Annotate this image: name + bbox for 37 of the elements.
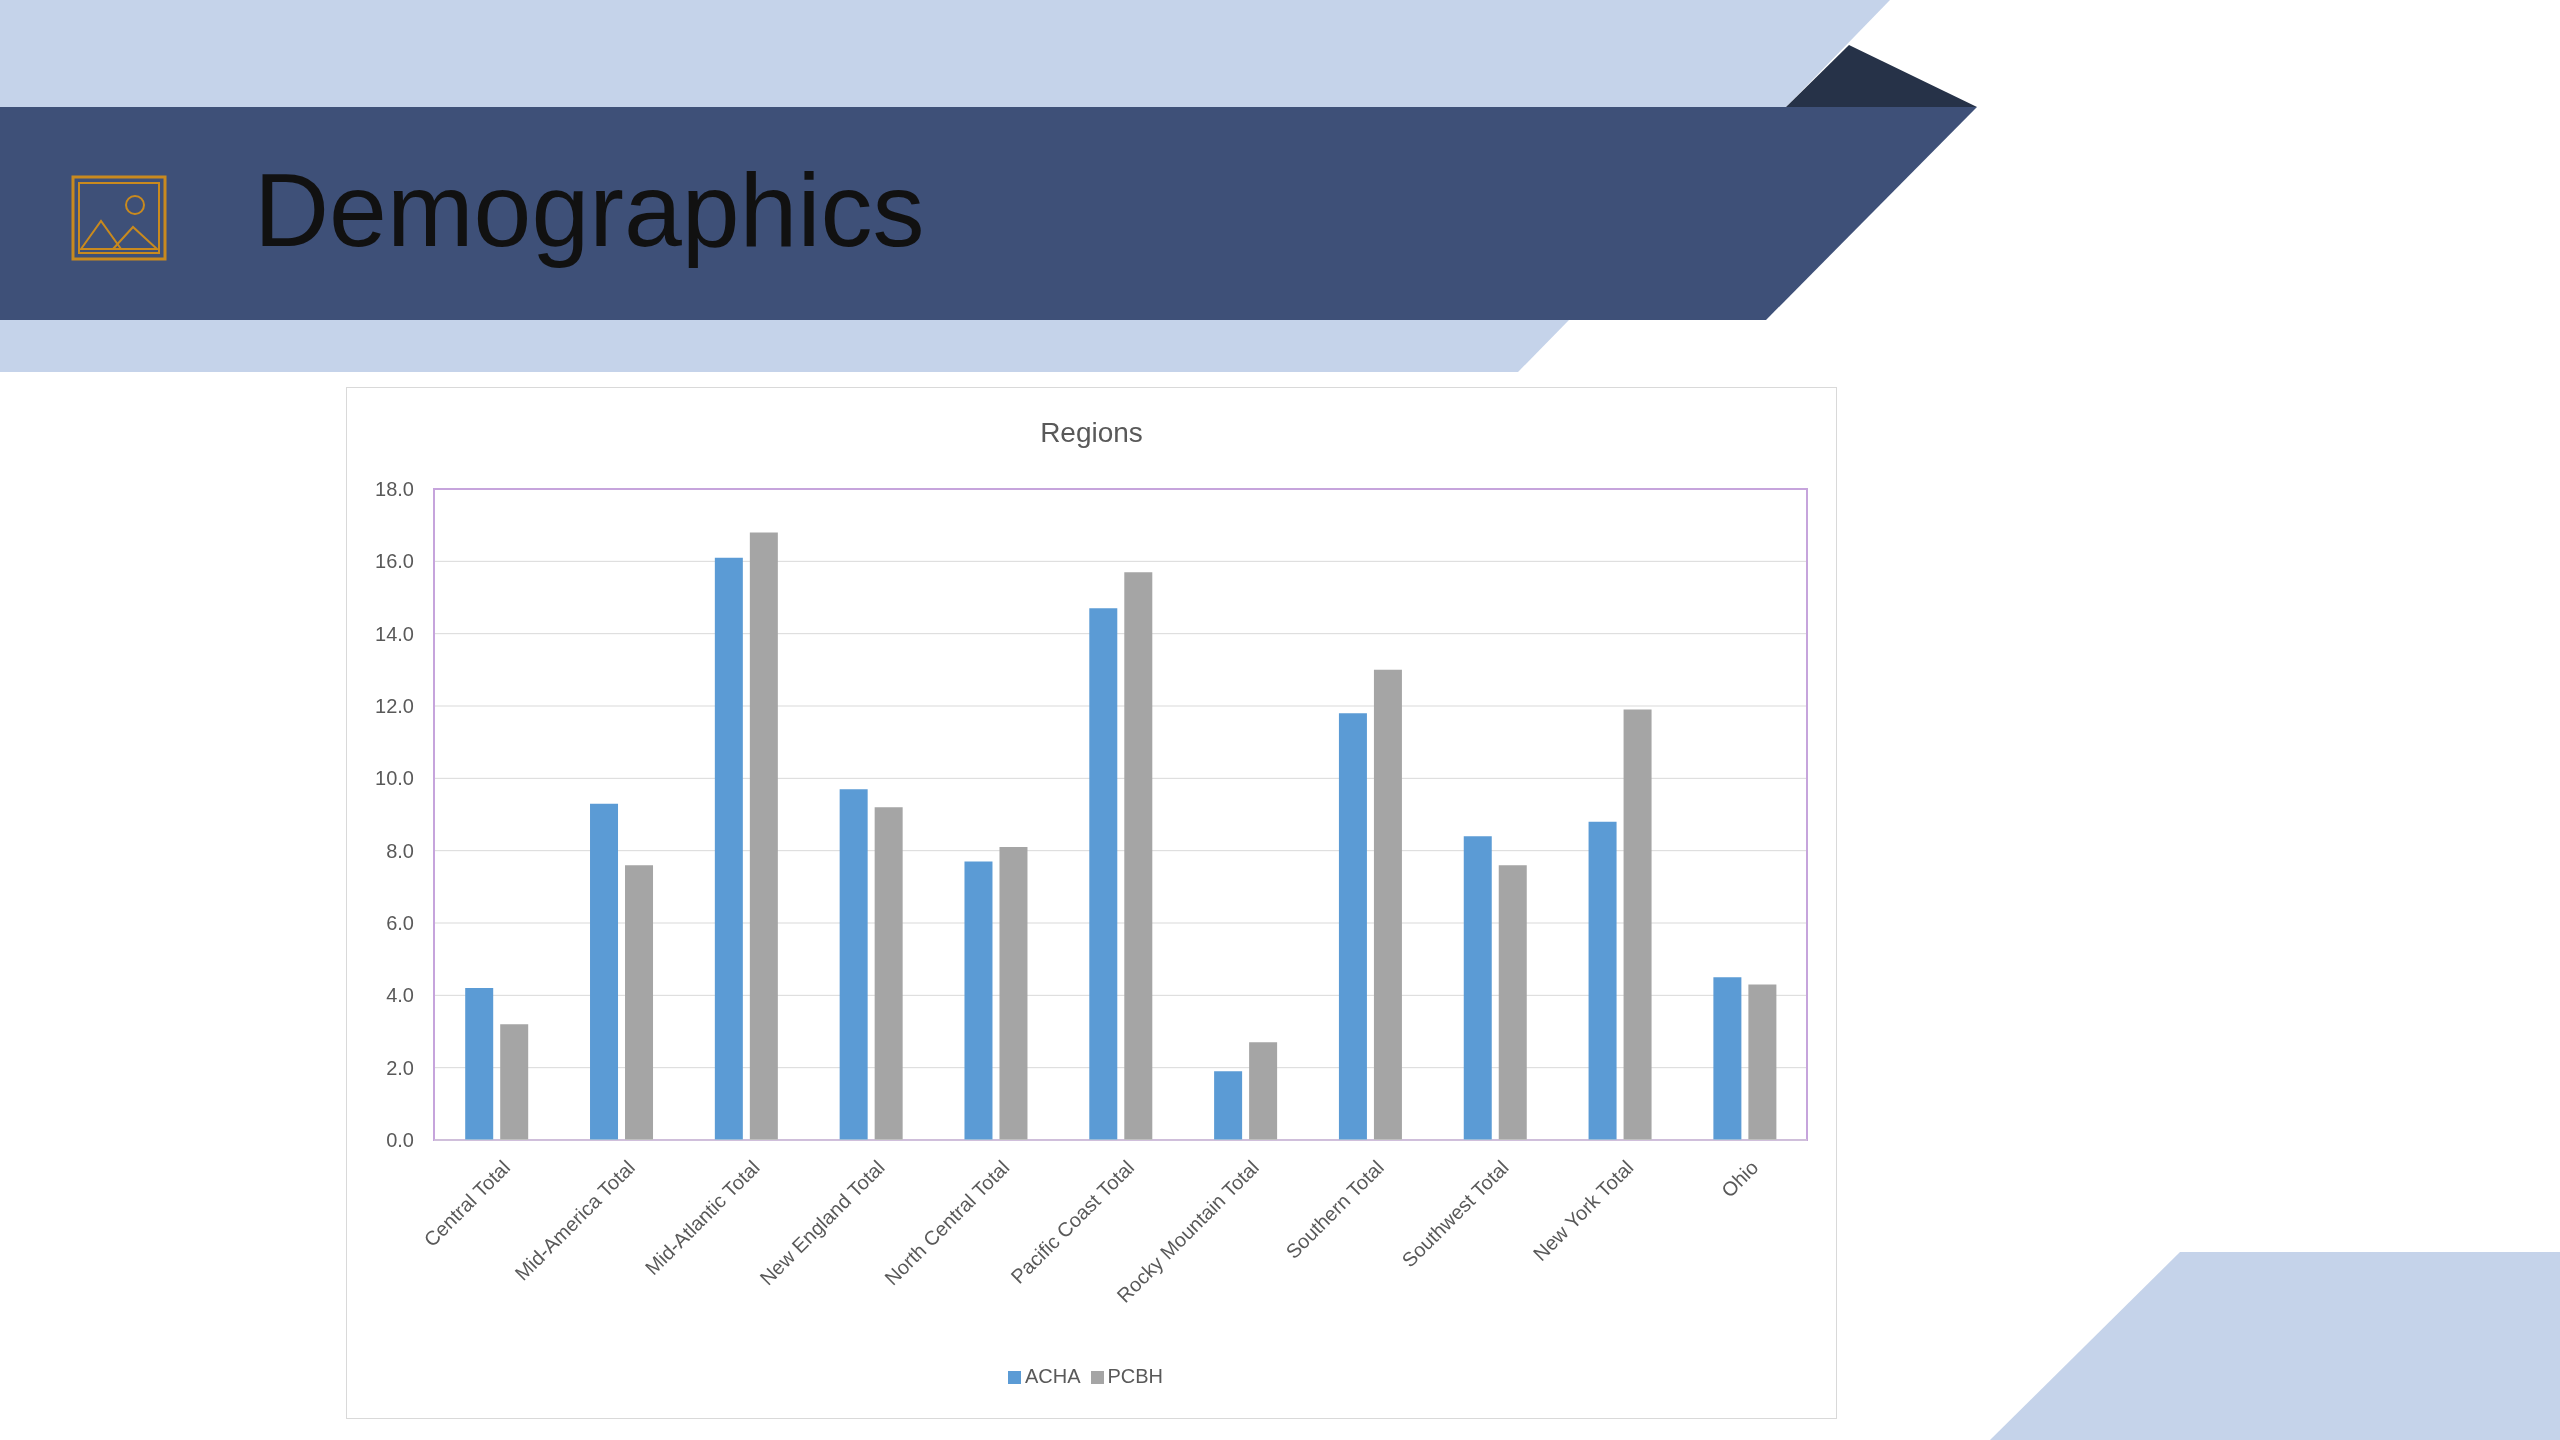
bar (1463, 836, 1492, 1140)
bar (1713, 977, 1742, 1140)
bar (1588, 821, 1617, 1140)
bar (964, 861, 993, 1140)
y-tick-label: 8.0 (386, 839, 414, 862)
y-tick-label: 4.0 (386, 984, 414, 1007)
bar (874, 807, 903, 1140)
bar (1748, 984, 1777, 1140)
bar (625, 865, 654, 1140)
bar (749, 532, 778, 1140)
chart-subtitle: Regions (1039, 416, 1144, 450)
legend-label: PCBH (1107, 1365, 1164, 1387)
y-tick-label: 10.0 (375, 767, 414, 790)
legend-label: ACHA (1024, 1365, 1081, 1387)
bar (714, 557, 743, 1140)
bar (465, 988, 494, 1140)
bar (1498, 865, 1527, 1140)
y-tick-label: 18.0 (375, 478, 414, 501)
y-tick-label: 2.0 (386, 1056, 414, 1079)
bar (1623, 709, 1652, 1140)
y-tick-label: 14.0 (375, 622, 414, 645)
bar (839, 789, 868, 1140)
bar (590, 803, 619, 1140)
chart-title: Demographics (254, 151, 925, 270)
bar (500, 1024, 529, 1140)
bar (1249, 1042, 1278, 1140)
bar (1373, 669, 1402, 1140)
y-tick-label: 16.0 (375, 550, 414, 573)
bar (1338, 713, 1367, 1140)
bar (1124, 572, 1153, 1140)
y-tick-label: 12.0 (375, 695, 414, 718)
x-tick-label: Ohio (1716, 1156, 1763, 1202)
bar (1089, 608, 1118, 1140)
bar (999, 847, 1028, 1140)
bar (1214, 1071, 1243, 1140)
y-tick-label: 6.0 (386, 912, 414, 935)
y-tick-label: 0.0 (386, 1129, 414, 1152)
